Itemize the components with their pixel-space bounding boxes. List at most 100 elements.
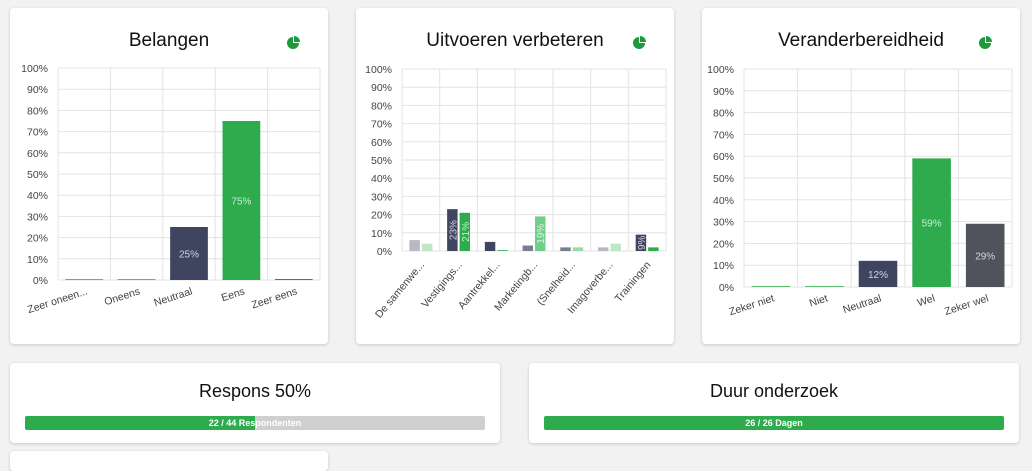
y-tick-label: 80%	[713, 108, 734, 120]
next-card	[10, 451, 328, 471]
y-tick-label: 30%	[371, 191, 392, 203]
y-tick-label: 0%	[377, 246, 392, 258]
y-tick-label: 100%	[365, 64, 392, 76]
chart-card-uitvoeren-verbeteren: Uitvoeren verbeteren 0% 10% 20% 30% 40% 50% 60…	[356, 8, 674, 344]
bar-value-label: 75%	[231, 197, 251, 208]
y-tick-label: 70%	[371, 119, 392, 131]
bar-value-label: 21%	[461, 222, 472, 242]
y-tick-label: 80%	[371, 100, 392, 112]
chart-title: Belangen	[128, 30, 210, 51]
duur-progress-label: 26 / 26 Dagen	[745, 418, 803, 428]
y-tick-label: 50%	[371, 155, 392, 167]
x-category-label: Zeer oneen...	[26, 285, 89, 316]
bar-value-label: 23%	[448, 220, 459, 240]
respons-progress-label: 22 / 44 Respondenten	[208, 418, 302, 428]
x-category-label: Eens	[220, 285, 246, 304]
y-tick-label: 10%	[27, 254, 48, 266]
y-tick-label: 20%	[713, 238, 734, 250]
chart-title: Veranderbereidheid	[778, 30, 944, 51]
x-category-label: Trainingen	[613, 259, 654, 305]
x-category-label: Zeker niet	[728, 292, 776, 318]
y-tick-label: 100%	[707, 64, 734, 76]
bar[interactable]	[597, 247, 609, 251]
bar[interactable]	[858, 260, 898, 287]
bar-chart-belangen: 0% 10% 20% 30% 40% 50% 60% 70% 80% 90% 100% Zeer on…	[21, 63, 321, 316]
bar-value-label: 9%	[637, 235, 648, 250]
bar-value-label: 12%	[868, 270, 888, 281]
y-tick-label: 20%	[27, 233, 48, 245]
y-tick-label: 90%	[371, 82, 392, 94]
bar[interactable]	[170, 227, 208, 280]
bar-chart-uitvoeren-verbeteren: 0% 10% 20% 30% 40% 50% 60% 70% 80% 90% 100% De same…	[365, 64, 667, 321]
bar-chart-veranderbereidheid: 0% 10% 20% 30% 40% 50% 60% 70% 80% 90% 100% Zeker n…	[707, 64, 1013, 318]
respons-title: Respons 50%	[198, 381, 312, 401]
x-category-label: Wel	[916, 292, 937, 309]
y-tick-label: 60%	[27, 148, 48, 160]
pie-chart-icon[interactable]	[286, 36, 300, 50]
bar[interactable]	[447, 209, 458, 251]
y-tick-label: 40%	[371, 173, 392, 185]
y-tick-label: 40%	[27, 190, 48, 202]
y-tick-label: 80%	[27, 105, 48, 117]
chart-card-belangen: Belangen 0% 10% 20% 30% 40% 50% 60% 70% 80% 90% 10…	[10, 8, 328, 344]
bar[interactable]	[459, 212, 471, 251]
y-tick-label: 10%	[371, 228, 392, 240]
respons-progress-fill	[25, 416, 255, 430]
bar[interactable]	[274, 279, 313, 280]
respons-progress-bar: 22 / 44 Respondenten	[25, 416, 485, 430]
y-tick-label: 90%	[27, 84, 48, 96]
bar-value-label: 29%	[975, 251, 995, 262]
y-tick-label: 30%	[27, 211, 48, 223]
bar[interactable]	[484, 241, 496, 251]
y-tick-label: 40%	[713, 195, 734, 207]
duur-progress-fill	[544, 416, 1004, 430]
chart-title: Uitvoeren verbeteren	[426, 30, 604, 51]
y-tick-label: 100%	[21, 63, 48, 75]
duur-card: Duur onderzoek 26 / 26 Dagen	[529, 363, 1019, 443]
bar-value-label: 59%	[922, 219, 942, 230]
bar[interactable]	[535, 216, 546, 251]
y-tick-label: 30%	[713, 217, 734, 229]
pie-chart-icon[interactable]	[978, 36, 992, 50]
bar[interactable]	[497, 250, 508, 251]
y-tick-label: 60%	[371, 137, 392, 149]
x-category-label: Niet	[808, 292, 830, 309]
chart-card-veranderbereidheid: Veranderbereidheid 0% 10% 20% 30% 40% 50% 60% 7…	[702, 8, 1020, 344]
bar[interactable]	[409, 240, 420, 251]
x-category-label: Zeker wel	[943, 292, 990, 317]
bar[interactable]	[117, 279, 156, 280]
duur-progress-bar: 26 / 26 Dagen	[544, 416, 1004, 430]
y-tick-label: 70%	[27, 127, 48, 139]
y-tick-label: 50%	[27, 169, 48, 181]
bar[interactable]	[648, 247, 659, 251]
bar[interactable]	[65, 279, 104, 280]
bar[interactable]	[635, 234, 647, 251]
bar[interactable]	[912, 158, 951, 287]
y-tick-label: 10%	[713, 260, 734, 272]
y-tick-label: 0%	[33, 275, 48, 287]
duur-title: Duur onderzoek	[709, 381, 839, 401]
pie-chart-icon[interactable]	[632, 36, 646, 50]
x-category-label: Neutraal	[152, 285, 193, 309]
bar-value-label: 19%	[536, 224, 547, 244]
y-tick-label: 0%	[719, 282, 734, 294]
respons-card: Respons 50% 22 / 44 Respondenten	[10, 363, 500, 443]
bar[interactable]	[560, 247, 571, 251]
bar-value-label: 25%	[179, 250, 199, 261]
bar[interactable]	[421, 243, 433, 251]
bar[interactable]	[751, 286, 791, 287]
bar[interactable]	[610, 243, 621, 251]
x-category-label: Neutraal	[841, 292, 882, 316]
bar[interactable]	[222, 121, 261, 280]
x-category-label: Oneens	[103, 285, 142, 308]
y-tick-label: 20%	[371, 210, 392, 222]
bar[interactable]	[572, 247, 584, 251]
y-tick-label: 60%	[713, 151, 734, 163]
bar[interactable]	[805, 286, 844, 287]
bar[interactable]	[522, 245, 533, 251]
x-category-label: De samenwe...	[373, 259, 427, 320]
y-tick-label: 50%	[713, 173, 734, 185]
bar[interactable]	[965, 223, 1005, 287]
y-tick-label: 90%	[713, 86, 734, 98]
x-category-label: Zeer eens	[250, 285, 299, 311]
